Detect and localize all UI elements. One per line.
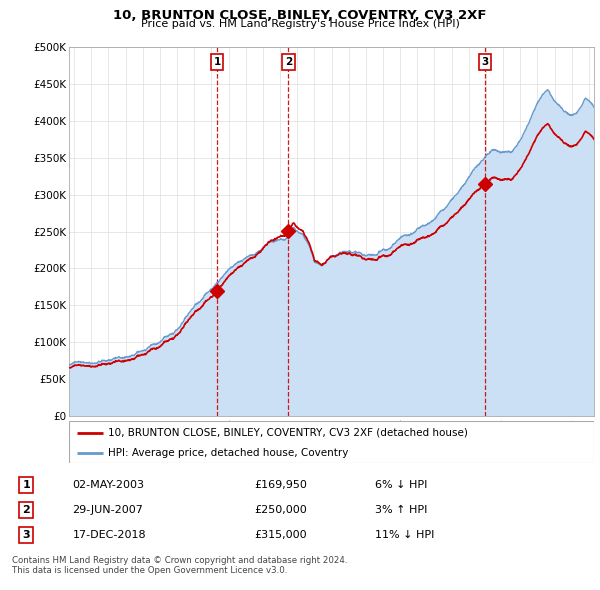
Text: Contains HM Land Registry data © Crown copyright and database right 2024.
This d: Contains HM Land Registry data © Crown c… (12, 556, 347, 575)
Text: 29-JUN-2007: 29-JUN-2007 (73, 505, 143, 514)
Text: 17-DEC-2018: 17-DEC-2018 (73, 530, 146, 540)
Text: 11% ↓ HPI: 11% ↓ HPI (375, 530, 434, 540)
Text: 2: 2 (285, 57, 292, 67)
Text: £315,000: £315,000 (254, 530, 307, 540)
Text: £250,000: £250,000 (254, 505, 307, 514)
Text: 1: 1 (214, 57, 221, 67)
Text: 3: 3 (23, 530, 30, 540)
Text: 3% ↑ HPI: 3% ↑ HPI (375, 505, 427, 514)
Text: 1: 1 (23, 480, 30, 490)
Text: 3: 3 (482, 57, 489, 67)
Text: 6% ↓ HPI: 6% ↓ HPI (375, 480, 427, 490)
Text: 2: 2 (23, 505, 30, 514)
Text: 02-MAY-2003: 02-MAY-2003 (73, 480, 145, 490)
Text: 10, BRUNTON CLOSE, BINLEY, COVENTRY, CV3 2XF: 10, BRUNTON CLOSE, BINLEY, COVENTRY, CV3… (113, 9, 487, 22)
Text: 10, BRUNTON CLOSE, BINLEY, COVENTRY, CV3 2XF (detached house): 10, BRUNTON CLOSE, BINLEY, COVENTRY, CV3… (109, 428, 468, 438)
Text: Price paid vs. HM Land Registry's House Price Index (HPI): Price paid vs. HM Land Registry's House … (140, 19, 460, 30)
Text: HPI: Average price, detached house, Coventry: HPI: Average price, detached house, Cove… (109, 448, 349, 457)
Text: £169,950: £169,950 (254, 480, 307, 490)
